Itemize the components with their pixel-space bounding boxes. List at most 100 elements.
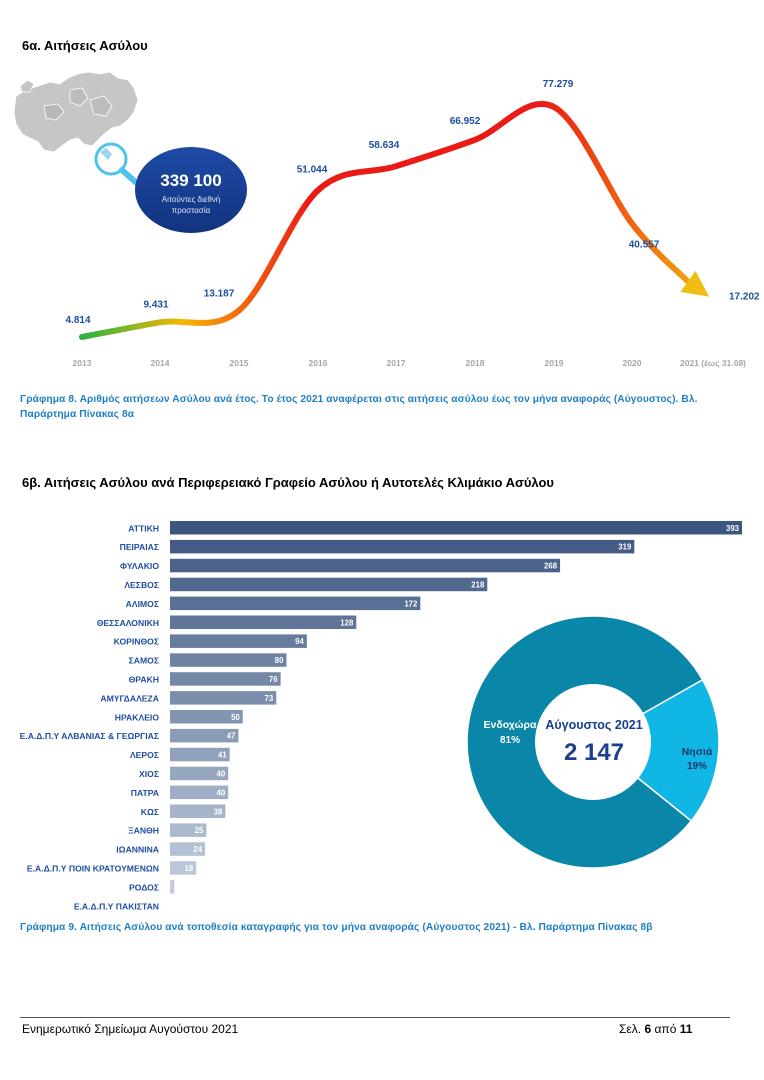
footer-divider [20,1017,730,1018]
summary-label-line1: Αιτούντες διεθνή [162,195,220,204]
bar-category-label: Ε.Α.Δ.Π.Υ ΠΟΙΝ ΚΡΑΤΟΥΜΕΝΩΝ [27,863,159,873]
donut-title: Αύγουστος 2021 [545,718,642,732]
bar-category-label: ΧΙΟΣ [139,769,159,779]
total-pages: 11 [679,1022,693,1036]
bar-category-label: ΛΕΣΒΟΣ [124,580,159,590]
bar-category-label: ΠΑΤΡΑ [131,788,159,798]
section-title-by-office: 6β. Αιτήσεις Ασύλου ανά Περιφερειακό Γρα… [22,475,554,490]
bar [170,672,281,686]
bar-category-label: ΘΡΑΚΗ [129,674,159,684]
bar-category-label: ΘΕΣΣΑΛΟΝΙΚΗ [97,618,159,628]
trend-line [79,100,690,340]
donut-slice [591,678,720,822]
bar-value-label: 38 [214,807,223,816]
bar-value-label: 128 [340,618,354,627]
bar-category-label: ΚΩΣ [141,807,159,817]
x-tick-label: 2015 [230,358,249,368]
bar-value-label: 73 [265,694,274,703]
page-mid: από [654,1022,677,1036]
bar-value-label: 40 [217,769,226,778]
bar-category-label: ΑΜΥΓΔΑΛΕΖΑ [100,693,159,703]
x-tick-label: 2019 [545,358,564,368]
bar-value-label: 268 [544,562,558,571]
bar-value-label: 218 [471,580,485,589]
bar-value-label: 50 [231,713,240,722]
line-data-label: 51.044 [297,164,328,175]
x-tick-label: 2014 [151,358,170,368]
x-tick-label: 2018 [466,358,485,368]
donut-label-mainland: Ενδοχώρα [484,719,537,731]
donut-label-islands: Νησιά [682,746,713,758]
bar-value-label: 80 [275,656,284,665]
bar-category-label: ΑΤΤΙΚΗ [128,523,159,533]
bar [170,710,243,724]
current-page: 6 [644,1022,652,1036]
bar [170,785,229,800]
x-tick-label: 2016 [309,358,328,368]
summary-bubble [135,147,247,233]
bar-value-label: 172 [404,599,418,608]
magnifier-icon [94,142,144,190]
bar [170,521,742,535]
trend-arrowhead [680,270,709,297]
summary-total: 339 100 [160,171,221,190]
bar [170,634,307,648]
bar [170,615,357,629]
line-data-label: 66.952 [450,116,481,127]
line-data-label: 4.814 [65,315,90,326]
bar-category-label: ΛΕΡΟΣ [130,750,159,760]
bar [170,804,226,818]
bar [170,823,207,837]
figure-9-caption: Γράφημα 9. Αιτήσεις Ασύλου ανά τοποθεσία… [20,922,653,933]
bar-category-label: ΡΟΔΟΣ [129,882,159,892]
bar-value-label: 393 [726,524,740,533]
page-prefix: Σελ. [619,1022,642,1036]
line-chart: 339 100 Αιτούντες διεθνή προστασία 4.814… [13,71,760,368]
footer-document-title: Ενημερωτικό Σημείωμα Αυγούστου 2021 [22,1022,239,1036]
bar-category-label: ΚΟΡΙΝΘΟΣ [114,637,159,647]
x-tick-label: 2013 [73,358,92,368]
bar-value-label: 76 [269,675,278,684]
bar-category-label: ΙΩΑΝΝΙΝΑ [116,845,159,855]
bar-chart: ΑΤΤΙΚΗ 393 ΠΕΙΡΑΙΑΣ 319 ΦΥΛΑΚΙΟ 268 ΛΕΣΒΟΣ 218 Α… [20,521,742,911]
europe-map-icon [13,71,139,153]
donut-value-islands: 19% [687,761,707,772]
donut-value-mainland: 81% [500,735,520,746]
x-tick-label: 2017 [387,358,406,368]
bar-category-label: ΣΑΜΟΣ [129,656,159,666]
bar [170,539,635,554]
bar-category-label: ΦΥΛΑΚΙΟ [120,561,159,571]
line-data-label: 17.202 [729,292,760,303]
bar [170,596,421,611]
figure-8-caption: Γράφημα 8. Αριθμός αιτήσεων Ασύλου ανά έ… [20,394,698,420]
bar-category-label: ΑΛΙΜΟΣ [126,599,159,609]
bar-category-label: Ε.Α.Δ.Π.Υ ΑΛΒΑΝΙΑΣ & ΓΕΩΡΓΙΑΣ [20,731,159,741]
bar-value-label: 319 [618,543,632,552]
donut-chart: Αύγουστος 2021 2 147 Ενδοχώρα 81% Νησιά … [466,615,720,869]
x-tick-label: 2021 (έως 31.08) [680,358,746,368]
bar-value-label: 94 [295,637,304,646]
summary-label-line2: προστασία [172,206,211,215]
donut-hole [535,684,651,800]
bar-category-label: Ε.Α.Δ.Π.Υ ΠΑΚΙΣΤΑΝ [74,901,159,911]
bar-category-label: ΞΑΝΘΗ [128,826,159,836]
bar-category-label: ΗΡΑΚΛΕΙΟ [115,712,160,722]
line-data-label: 9.431 [143,299,168,310]
bar [170,691,277,705]
bar-value-label: 24 [193,845,202,854]
donut-total: 2 147 [564,739,624,766]
line-data-label: 13.187 [204,288,235,299]
bar [170,653,287,667]
bar [170,861,197,875]
line-data-label: 40.557 [629,240,660,251]
bar [170,766,229,781]
bar [170,558,561,573]
bar [170,747,230,762]
bar-value-label: 40 [217,788,226,797]
bar [170,728,239,743]
bar-value-label: 18 [185,864,194,873]
footer-page-number: Σελ. 6 από 11 [619,1022,692,1036]
bar [170,577,488,592]
line-data-label: 58.634 [369,140,400,151]
x-tick-label: 2020 [623,358,642,368]
